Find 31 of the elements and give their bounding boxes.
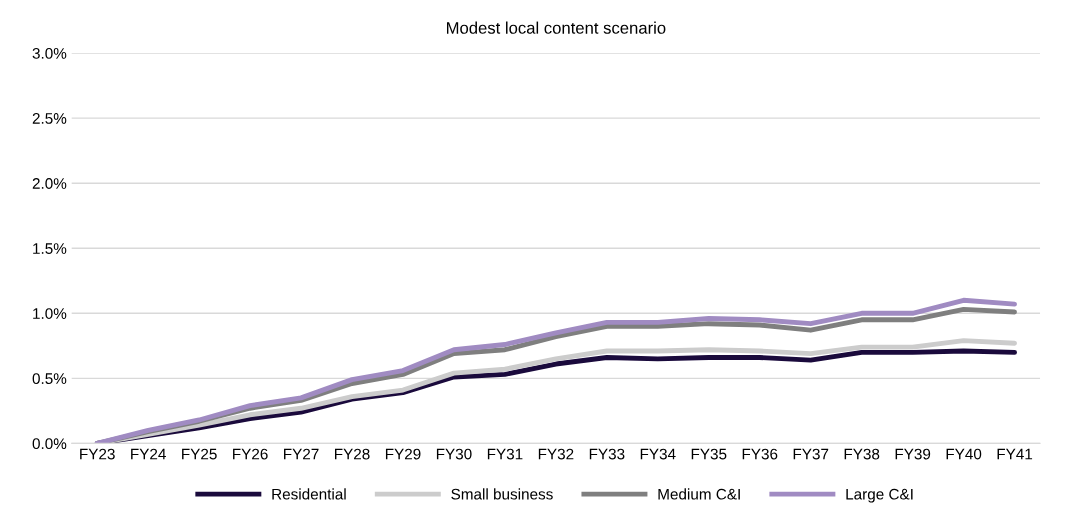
legend-label: Residential [272,488,346,500]
y-tick-label: 0.5% [32,373,67,385]
x-tick-label: FY28 [335,448,370,460]
x-tick-label: FY25 [182,448,217,460]
x-tick-label: FY36 [742,448,778,460]
legend-label: Medium C&I [658,488,740,500]
y-tick-label: 2.5% [32,113,67,124]
x-tick-label: FY29 [385,448,421,460]
y-tick-label: 2.0% [32,178,67,189]
y-tick-label: 3.0% [32,47,67,59]
x-tick-label: FY37 [793,448,829,460]
x-tick-label: FY39 [895,448,931,460]
x-tick-label: FY40 [946,448,982,460]
y-tick-label: 1.5% [33,243,67,254]
x-tick-label: FY41 [997,448,1033,460]
x-tick-label: FY38 [844,448,880,460]
legend-label: Large C&I [846,488,913,503]
chart-title: Modest local content scenario [446,21,666,34]
x-tick-label: FY23 [80,448,115,460]
legend-label: Small business [451,488,553,500]
x-tick-label: FY34 [640,448,676,460]
y-tick-label: 0.0% [32,438,67,450]
x-tick-label: FY30 [436,448,472,460]
x-tick-label: FY24 [131,448,166,460]
y-tick-label: 1.0% [33,308,67,319]
x-tick-label: FY26 [233,448,268,460]
x-tick-label: FY33 [589,448,625,460]
x-tick-label: FY32 [538,448,574,460]
x-tick-label: FY31 [487,448,523,460]
x-tick-label: FY35 [691,448,727,460]
x-tick-label: FY27 [284,448,319,460]
